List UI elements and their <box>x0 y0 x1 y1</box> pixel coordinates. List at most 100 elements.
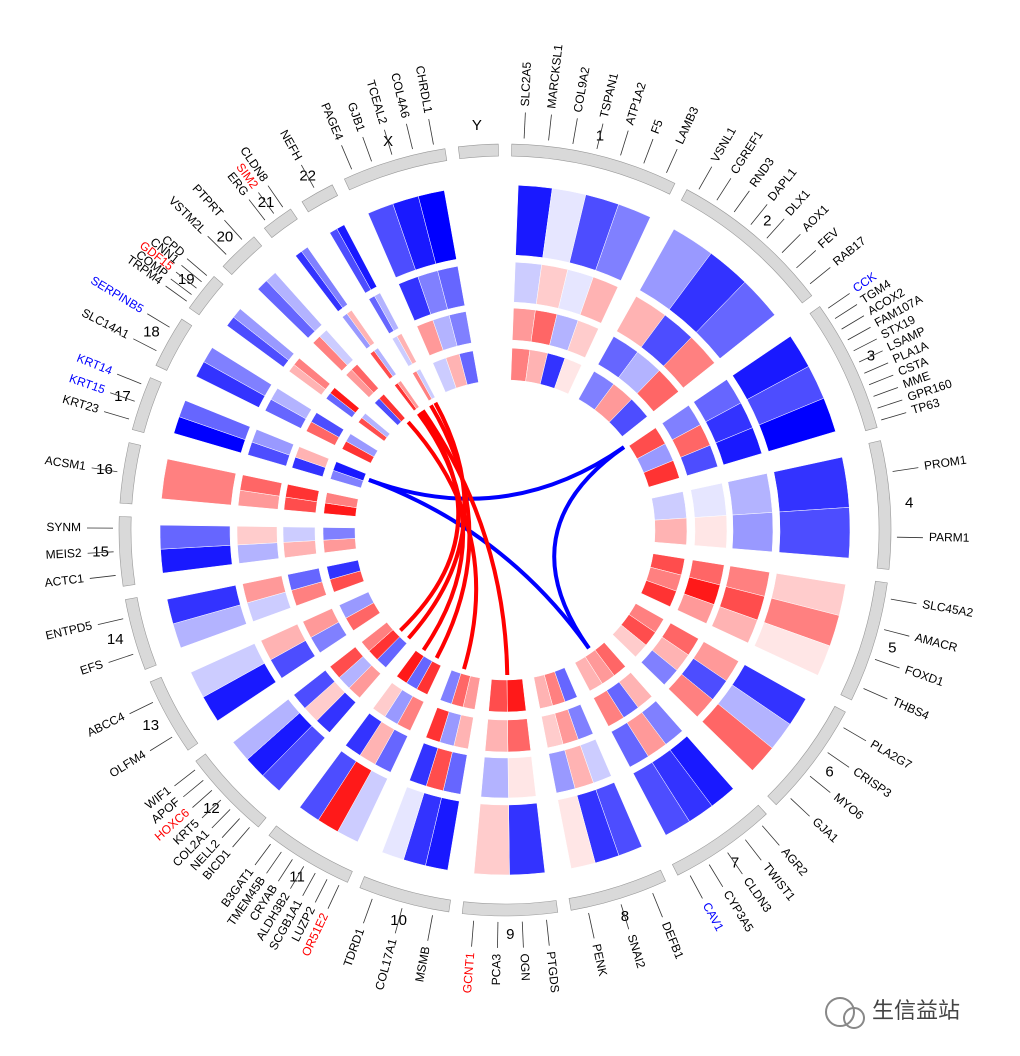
link <box>417 412 466 652</box>
heatmap-cell <box>372 682 403 718</box>
gene-leader <box>103 411 130 420</box>
gene-leader <box>727 852 743 875</box>
heatmap-cell <box>595 203 651 281</box>
gene-label: ENTPD5 <box>44 618 94 642</box>
gene-label: FEV <box>815 225 842 251</box>
heatmap-cell <box>579 276 619 324</box>
gene-label: ACTC1 <box>44 571 85 590</box>
chromosome-label: 17 <box>114 388 131 405</box>
gene-leader <box>108 653 134 663</box>
gene-leader <box>877 399 903 409</box>
heatmap-cell <box>417 190 457 265</box>
heatmap-cell <box>345 433 379 458</box>
heatmap-cell <box>754 622 831 676</box>
heatmap-cell <box>332 461 367 482</box>
chromosome-label: 14 <box>107 631 124 648</box>
heatmap-cell <box>236 525 278 546</box>
chromosome-label: 16 <box>96 461 113 478</box>
heatmap-cell <box>239 474 283 497</box>
heatmap-cell <box>488 679 508 713</box>
heatmap-cell <box>178 400 251 441</box>
heatmap-cell <box>326 559 361 580</box>
gene-leader <box>781 233 801 253</box>
heatmap-cell <box>322 527 356 541</box>
heatmap-cell <box>574 656 603 692</box>
gene-label: F5 <box>648 117 666 135</box>
heatmap-cell <box>680 444 719 477</box>
gene-leader <box>175 271 197 289</box>
heatmap-cell <box>731 512 774 553</box>
gene-label: LAMB3 <box>673 104 702 146</box>
heatmap-cell <box>541 713 564 749</box>
heatmap-cell <box>396 650 425 684</box>
gene-label: NEFH <box>277 127 305 162</box>
gene-label: PENK <box>589 943 610 978</box>
gene-leader <box>471 920 475 947</box>
ideogram <box>457 143 499 160</box>
gene-label: FOXD1 <box>903 663 946 690</box>
heatmap-cell <box>282 526 316 543</box>
gene-label: PTGDS <box>544 951 562 994</box>
heatmap-cell <box>242 575 286 604</box>
gene-leader <box>698 166 713 190</box>
gene-leader <box>327 884 340 909</box>
gene-leader <box>666 148 678 173</box>
link <box>368 445 626 501</box>
heatmap-cell <box>374 292 400 332</box>
heatmap-cell <box>287 567 323 591</box>
heatmap-cell <box>397 380 420 410</box>
gene-leader <box>221 818 240 838</box>
heatmap-cell <box>778 507 851 559</box>
gene-leader <box>290 866 305 889</box>
ideogram <box>343 148 448 191</box>
heatmap-cell <box>361 621 394 652</box>
gene-leader <box>572 118 578 144</box>
gene-leader <box>652 892 663 918</box>
ideogram <box>680 189 813 304</box>
gene-leader <box>884 629 910 637</box>
gene-leader <box>843 727 867 742</box>
gene-label: OLFM4 <box>107 747 149 780</box>
heatmap-cell <box>473 803 510 876</box>
chromosome-label: Y <box>472 117 482 134</box>
gene-leader <box>165 285 187 302</box>
heatmap-cell <box>351 364 379 394</box>
heatmap-cell <box>773 456 850 513</box>
heatmap-cell <box>533 674 553 709</box>
ideogram <box>671 804 767 876</box>
heatmap-cell <box>270 387 312 420</box>
gene-label: SLC14A1 <box>79 306 131 342</box>
gene-leader <box>97 618 124 626</box>
heatmap-cell <box>425 707 450 743</box>
gene-leader <box>266 851 282 874</box>
gene-leader <box>890 598 917 605</box>
heatmap-cell <box>293 357 331 390</box>
gene-label: DEFB1 <box>659 920 687 961</box>
gene-leader <box>314 879 328 903</box>
gene-label: COL9A2 <box>571 65 593 113</box>
watermark-icon <box>825 997 855 1027</box>
heatmap-cell <box>161 458 237 506</box>
heatmap-cell <box>727 473 773 516</box>
gene-label: ATP1A2 <box>623 80 649 126</box>
gene-leader <box>881 412 907 421</box>
gene-leader <box>181 265 202 283</box>
gene-label: TDRD1 <box>340 926 367 969</box>
gene-leader <box>192 790 213 808</box>
heatmap-cell <box>373 347 397 377</box>
heatmap-cell <box>345 712 382 756</box>
chromosome-label: 20 <box>217 228 234 245</box>
gene-label: OGN <box>518 953 533 981</box>
gene-label: PLA2G7 <box>868 737 915 772</box>
gene-leader <box>91 467 118 473</box>
gene-leader <box>174 769 196 787</box>
watermark: 生信益站 <box>825 997 960 1029</box>
gene-leader <box>809 267 831 285</box>
gene-leader <box>596 123 604 150</box>
gene-leader <box>733 190 750 213</box>
heatmap-cell <box>508 802 546 876</box>
heatmap-cell <box>610 722 649 768</box>
gene-leader <box>827 293 850 309</box>
gene-leader <box>643 138 654 164</box>
gene-label: SYNM <box>46 520 81 534</box>
